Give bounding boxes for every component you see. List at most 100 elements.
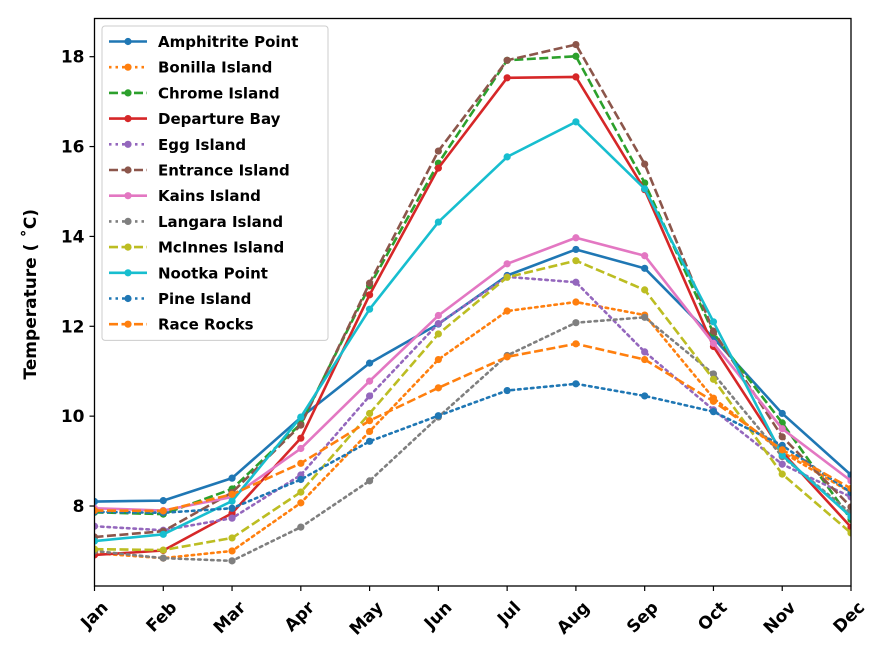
y-tick-label: 18	[61, 48, 85, 68]
series-line	[94, 275, 851, 532]
data-point	[503, 56, 511, 64]
data-point	[434, 319, 442, 328]
y-tick-label: 16	[61, 138, 85, 158]
data-point	[503, 353, 511, 361]
data-point	[159, 507, 167, 515]
data-point	[365, 392, 374, 400]
data-point	[847, 477, 851, 485]
legend-label: Kains Island	[158, 187, 261, 205]
data-point	[159, 530, 167, 538]
legend-label: Langara Island	[158, 213, 283, 231]
legend-item: Race Rocks	[109, 316, 254, 334]
data-point	[159, 497, 167, 505]
x-tick-label: Jan	[77, 598, 113, 634]
data-point	[365, 291, 374, 299]
x-tick-label: Sep	[623, 598, 663, 638]
legend-item: McInnes Island	[109, 239, 284, 257]
data-point	[94, 522, 99, 530]
data-point	[365, 359, 374, 367]
data-point	[228, 557, 236, 565]
legend-marker	[124, 320, 132, 328]
series-race-rocks	[94, 340, 851, 515]
data-point	[641, 286, 649, 294]
legend-marker	[124, 192, 132, 200]
series-line	[94, 120, 851, 543]
data-point	[228, 514, 236, 522]
data-point	[778, 425, 786, 433]
y-tick-label: 8	[73, 497, 85, 517]
legend-label: Pine Island	[158, 290, 251, 308]
data-point	[709, 370, 718, 378]
series-nootka-point	[94, 118, 851, 545]
data-point	[503, 307, 511, 315]
legend-marker	[124, 243, 132, 251]
x-tick-label: Aug	[553, 598, 594, 639]
x-tick-label: Mar	[210, 597, 251, 638]
data-point	[503, 386, 511, 395]
data-point	[641, 185, 649, 193]
data-point	[434, 384, 442, 392]
data-point	[572, 380, 580, 388]
data-point	[94, 545, 99, 553]
series-line	[94, 382, 851, 515]
data-point	[159, 554, 167, 562]
data-point	[365, 409, 374, 418]
data-point	[434, 355, 442, 364]
data-point	[228, 547, 236, 555]
data-point	[365, 377, 374, 385]
data-point	[572, 340, 580, 348]
data-point	[297, 459, 305, 467]
y-tick-label: 10	[61, 407, 85, 427]
legend-label: Egg Island	[158, 136, 246, 154]
data-point	[297, 499, 305, 507]
series-pine-island	[94, 380, 851, 517]
legend-label: Departure Bay	[158, 110, 281, 128]
series-line	[94, 315, 851, 563]
data-point	[778, 460, 786, 468]
x-tick-label: Dec	[830, 598, 869, 637]
data-point	[434, 330, 442, 338]
data-point	[641, 264, 649, 272]
data-point	[572, 245, 580, 254]
legend-item: Kains Island	[109, 187, 261, 205]
data-point	[641, 313, 649, 321]
x-tick-label: Nov	[760, 598, 800, 638]
data-point	[572, 257, 580, 265]
data-point	[503, 260, 511, 268]
data-point	[778, 451, 786, 459]
data-point	[503, 273, 511, 281]
data-point	[503, 153, 511, 161]
data-point	[434, 412, 442, 420]
series-line	[94, 342, 851, 513]
data-point	[297, 488, 305, 496]
legend-item: Entrance Island	[109, 162, 290, 180]
data-point	[434, 147, 442, 155]
legend-item: Pine Island	[109, 290, 251, 308]
data-point	[94, 497, 99, 506]
legend-item: Langara Island	[109, 213, 283, 231]
legend-label: Race Rocks	[158, 316, 254, 334]
data-point	[709, 327, 718, 335]
data-point	[572, 73, 580, 81]
y-tick-label: 12	[61, 317, 85, 337]
data-point	[572, 234, 580, 242]
data-point	[228, 497, 236, 505]
x-tick-label: Jun	[420, 598, 456, 634]
data-point	[228, 534, 236, 542]
data-point	[365, 279, 374, 287]
data-point	[572, 52, 580, 60]
data-point	[641, 160, 649, 168]
data-point	[709, 397, 718, 405]
data-point	[228, 490, 236, 498]
plot-area	[94, 40, 851, 565]
data-point	[709, 375, 718, 383]
data-point	[434, 164, 442, 172]
legend-item: Departure Bay	[109, 110, 281, 128]
series-departure-bay	[94, 73, 851, 559]
legend-label: Chrome Island	[158, 84, 280, 102]
data-point	[94, 537, 99, 545]
x-tick-label: Feb	[143, 598, 182, 637]
legend-marker	[124, 294, 132, 303]
